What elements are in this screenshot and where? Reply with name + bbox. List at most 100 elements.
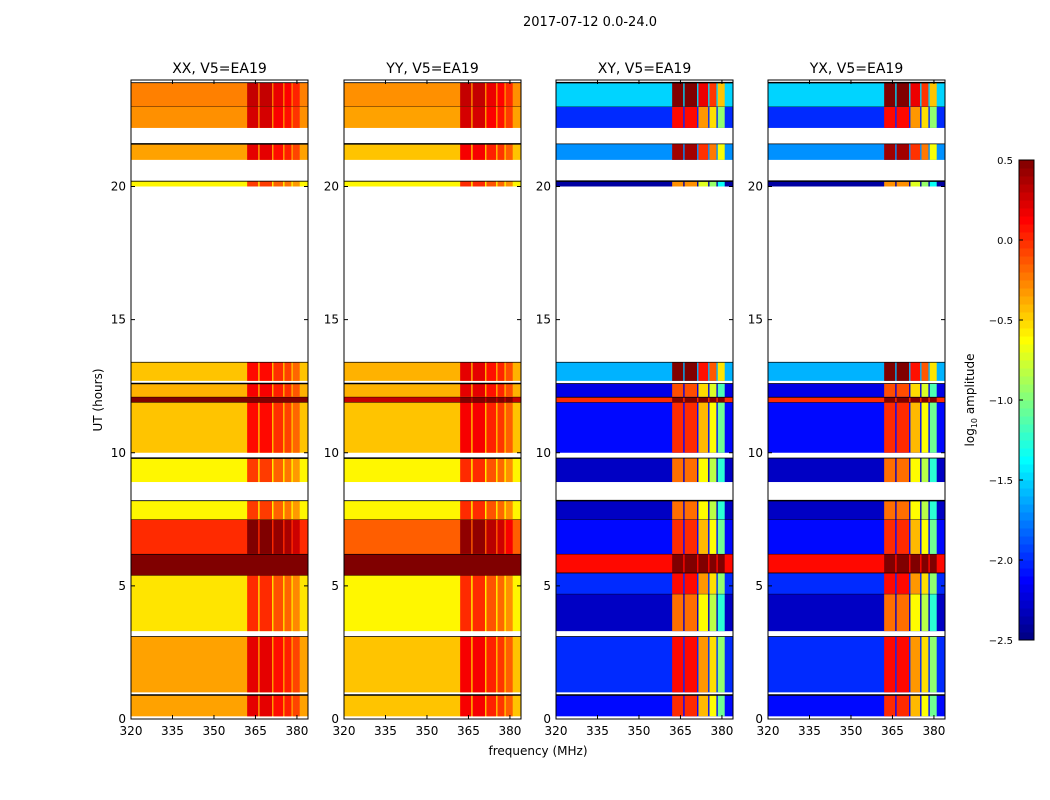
x-tick-label: 350	[416, 724, 439, 738]
heatmap-cell	[247, 695, 259, 717]
heatmap-cell	[472, 402, 486, 453]
heatmap-cell	[698, 383, 709, 397]
heatmap-cell	[497, 181, 505, 187]
heatmap-cell	[259, 575, 273, 632]
heatmap-cell	[709, 593, 717, 632]
heatmap-cell	[292, 636, 300, 693]
heatmap-cell	[505, 396, 513, 403]
heatmap-cell	[505, 402, 513, 453]
heatmap-cell	[472, 396, 486, 403]
heatmap-cell	[717, 695, 725, 717]
y-tick-label: 15	[536, 313, 551, 327]
heatmap-cell	[910, 383, 921, 397]
heatmap-cell	[284, 82, 292, 107]
heatmap-cell	[284, 636, 292, 693]
heatmap-cell	[460, 106, 472, 128]
heatmap-cell	[505, 383, 513, 397]
heatmap-cell	[284, 383, 292, 397]
heatmap-cell	[672, 181, 684, 187]
heatmap-cell	[698, 553, 709, 573]
heatmap-cell	[884, 695, 896, 717]
heatmap-cell	[910, 181, 921, 187]
heatmap-cell	[273, 402, 284, 453]
heatmap-cell	[284, 396, 292, 403]
colorbar-segment	[1019, 384, 1034, 393]
heatmap-cell	[284, 362, 292, 381]
heatmap-cell	[717, 500, 725, 520]
x-axis-label: frequency (MHz)	[488, 744, 587, 758]
heatmap-cell	[259, 636, 273, 693]
heatmap-cell	[460, 362, 472, 381]
heatmap-cell	[896, 402, 910, 453]
heatmap-cell	[247, 181, 259, 187]
heatmap-cell	[672, 402, 684, 453]
heatmap-cell	[684, 383, 698, 397]
heatmap-cell	[672, 396, 684, 403]
heatmap-cell	[717, 181, 725, 187]
heatmap-cell	[921, 519, 929, 554]
y-tick-label: 10	[748, 446, 763, 460]
heatmap-cell	[921, 572, 929, 594]
colorbar-label: log10 amplitude	[963, 354, 979, 447]
colorbar-segment	[1019, 304, 1034, 313]
colorbar-segment	[1019, 352, 1034, 361]
heatmap-cell	[684, 396, 698, 403]
heatmap-band	[768, 396, 945, 403]
heatmap-cell	[472, 383, 486, 397]
heatmap-cell	[884, 572, 896, 594]
colorbar-segment	[1019, 392, 1034, 401]
y-tick-label: 20	[324, 180, 339, 194]
heatmap-cell	[273, 362, 284, 381]
panel-title: YX, V5=EA19	[809, 61, 904, 77]
heatmap-cell	[486, 383, 497, 397]
colorbar-segment	[1019, 432, 1034, 441]
heatmap-cell	[273, 383, 284, 397]
heatmap-cell	[284, 106, 292, 128]
heatmap-cell	[460, 695, 472, 717]
panel-0: XX, V5=EA19 320 335 350 365 380 0 5 10 15 20	[111, 61, 309, 738]
heatmap-cell	[921, 362, 929, 381]
heatmap-cell	[709, 143, 717, 160]
colorbar-tick-label: −1.0	[989, 396, 1013, 407]
heatmap-cell	[259, 458, 273, 483]
heatmap-cell	[472, 553, 486, 576]
colorbar-segment	[1019, 224, 1034, 233]
y-tick-label: 5	[755, 579, 763, 593]
heatmap-cell	[896, 106, 910, 128]
y-tick-label: 20	[111, 180, 126, 194]
heatmap-cell	[709, 82, 717, 107]
colorbar-segment	[1019, 488, 1034, 497]
heatmap-cell	[505, 519, 513, 554]
heatmap-cell	[497, 636, 505, 693]
heatmap-cell	[709, 695, 717, 717]
heatmap-cell	[284, 519, 292, 554]
colorbar-segment	[1019, 232, 1034, 241]
plot-frame	[130, 79, 309, 720]
heatmap-cell	[247, 106, 259, 128]
y-tick-label: 0	[755, 712, 763, 726]
heatmap-cell	[472, 106, 486, 128]
heatmap-cell	[672, 458, 684, 483]
heatmap-cell	[472, 143, 486, 160]
colorbar-segment	[1019, 576, 1034, 585]
heatmap-cell	[284, 575, 292, 632]
colorbar-segment	[1019, 520, 1034, 529]
heatmap-cell	[672, 572, 684, 594]
x-tick-label: 350	[840, 724, 863, 738]
heatmap-cell	[910, 396, 921, 403]
heatmap-cell	[273, 575, 284, 632]
colorbar-segment	[1019, 248, 1034, 257]
heatmap-cell	[921, 143, 929, 160]
colorbar-segment	[1019, 296, 1034, 305]
colorbar-segment	[1019, 216, 1034, 225]
colorbar-segment	[1019, 208, 1034, 217]
heatmap-cell	[497, 106, 505, 128]
heatmap-cell	[698, 695, 709, 717]
heatmap-cell	[497, 383, 505, 397]
x-tick-label: 365	[669, 724, 692, 738]
y-tick-label: 15	[324, 313, 339, 327]
heatmap-cell	[292, 82, 300, 107]
colorbar-segment	[1019, 456, 1034, 465]
heatmap-cell	[273, 82, 284, 107]
heatmap-cell	[896, 82, 910, 107]
